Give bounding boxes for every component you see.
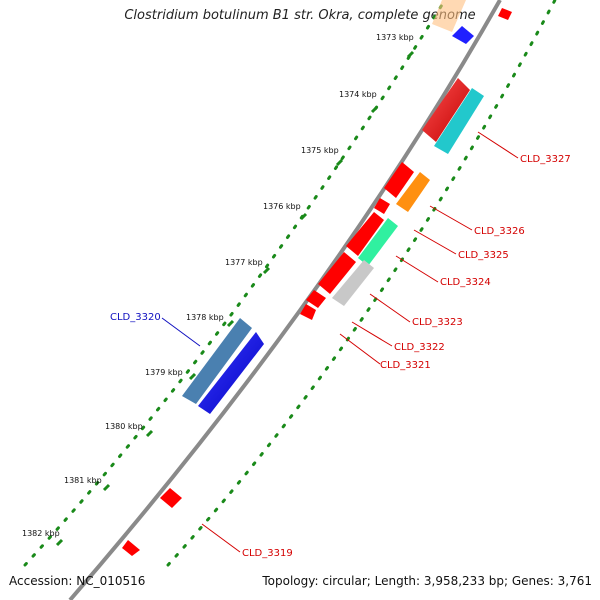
ruler-label: 1379 kbp bbox=[145, 368, 183, 377]
ruler-label: 1373 kbp bbox=[376, 33, 414, 42]
ruler-label: 1382 kbp bbox=[22, 529, 60, 538]
gene-cld-3325[interactable] bbox=[346, 212, 384, 256]
accession-text: Accession: NC_010516 bbox=[9, 574, 146, 588]
ruler-label: 1377 kbp bbox=[225, 258, 263, 267]
gene-cld-3324[interactable] bbox=[358, 218, 398, 266]
gene-cld-3319[interactable] bbox=[160, 488, 182, 508]
ruler-ticks bbox=[55, 50, 415, 547]
gene-top-red[interactable] bbox=[498, 8, 512, 20]
gene-red-small[interactable] bbox=[374, 198, 390, 214]
gene-label-cld-3325: CLD_3325 bbox=[458, 250, 509, 261]
gene-top-blue[interactable] bbox=[452, 26, 474, 44]
gene-red-bottom[interactable] bbox=[122, 540, 140, 556]
gene-cld-3327-red[interactable] bbox=[422, 78, 470, 142]
gene-label-cld-3327: CLD_3327 bbox=[520, 154, 571, 165]
gene-blue-3320-adjacent[interactable] bbox=[198, 332, 264, 414]
ruler-label: 1380 kbp bbox=[105, 422, 143, 431]
ruler-label: 1378 kbp bbox=[186, 313, 224, 322]
ruler-label: 1375 kbp bbox=[301, 146, 339, 155]
gene-cld-3321[interactable] bbox=[300, 304, 316, 320]
topology-text: Topology: circular; Length: 3,958,233 bp… bbox=[262, 574, 592, 588]
gene-label-cld-3322: CLD_3322 bbox=[394, 342, 445, 353]
ruler-dots bbox=[23, 0, 557, 567]
gene-label-cld-3320: CLD_3320 bbox=[110, 312, 161, 323]
gene-red-mid[interactable] bbox=[318, 252, 356, 294]
genome-backbone bbox=[68, 0, 502, 600]
ruler-label: 1381 kbp bbox=[64, 476, 102, 485]
gene-red-upper[interactable] bbox=[384, 162, 414, 198]
gene-cld-3323[interactable] bbox=[332, 260, 374, 306]
gene-label-cld-3324: CLD_3324 bbox=[440, 277, 491, 288]
gene-features bbox=[122, 0, 512, 556]
ruler-label: 1374 kbp bbox=[339, 90, 377, 99]
genome-title: Clostridium botulinum B1 str. Okra, comp… bbox=[124, 8, 476, 23]
gene-cld-3326[interactable] bbox=[396, 172, 430, 212]
gene-label-cld-3326: CLD_3326 bbox=[474, 226, 525, 237]
gene-label-cld-3323: CLD_3323 bbox=[412, 317, 463, 328]
ruler-label: 1376 kbp bbox=[263, 202, 301, 211]
gene-label-cld-3319: CLD_3319 bbox=[242, 548, 293, 559]
gene-cld-3322[interactable] bbox=[306, 290, 326, 308]
label-leaders bbox=[201, 131, 519, 553]
gene-label-cld-3321: CLD_3321 bbox=[380, 360, 431, 371]
gene-cld-3327[interactable] bbox=[434, 88, 484, 154]
label-leader-blue bbox=[161, 317, 201, 347]
gene-cld-3320[interactable] bbox=[182, 318, 252, 404]
outer-dotted-track bbox=[23, 0, 447, 567]
gene-top-orange[interactable] bbox=[432, 0, 466, 32]
